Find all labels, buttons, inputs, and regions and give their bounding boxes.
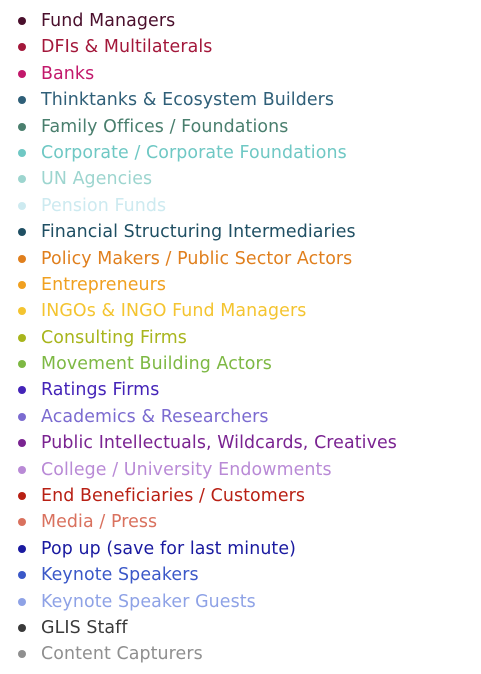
legend-item: UN Agencies: [0, 166, 481, 192]
legend-item-label: Movement Building Actors: [41, 354, 272, 375]
legend-item: Content Capturers: [0, 641, 481, 667]
legend-item-label: Policy Makers / Public Sector Actors: [41, 248, 353, 269]
legend-item: Thinktanks & Ecosystem Builders: [0, 87, 481, 113]
bullet-dot-icon: [18, 254, 26, 263]
legend-item: DFIs & Multilaterals: [0, 34, 481, 60]
legend-item-label: GLIS Staff: [41, 617, 128, 638]
bullet-dot-icon: [18, 492, 26, 501]
bullet-dot-icon: [18, 307, 26, 316]
legend-item-label: DFIs & Multilaterals: [41, 37, 213, 58]
legend-item-label: Fund Managers: [41, 11, 176, 31]
bullet-dot-icon: [18, 280, 26, 289]
legend-item-label: Thinktanks & Ecosystem Builders: [41, 90, 335, 111]
bullet-dot-icon: [18, 571, 26, 580]
bullet-dot-icon: [18, 439, 26, 448]
bullet-dot-icon: [18, 360, 26, 369]
legend-item-label: Academics & Researchers: [41, 406, 269, 427]
bullet-dot-icon: [18, 597, 26, 606]
legend-item: Entrepreneurs: [0, 272, 481, 298]
legend-item-label: Financial Structuring Intermediaries: [41, 222, 356, 243]
bullet-dot-icon: [18, 412, 26, 421]
legend-item-label: Content Capturers: [41, 644, 203, 665]
legend-item-label: Corporate / Corporate Foundations: [41, 142, 347, 163]
legend-item-label: Pension Funds: [41, 195, 167, 216]
bullet-dot-icon: [18, 122, 26, 131]
legend-item: Policy Makers / Public Sector Actors: [0, 246, 481, 272]
legend-item: End Beneficiaries / Customers: [0, 483, 481, 509]
legend-item-label: Public Intellectuals, Wildcards, Creativ…: [41, 433, 397, 454]
legend-item-label: Keynote Speakers: [41, 565, 199, 586]
bullet-dot-icon: [18, 17, 26, 25]
legend-item-label: Media / Press: [41, 512, 158, 533]
legend-item: Academics & Researchers: [0, 404, 481, 430]
legend-item: Pension Funds: [0, 193, 481, 219]
bullet-dot-icon: [18, 544, 26, 553]
legend-item-label: Pop up (save for last minute): [41, 538, 297, 559]
legend-item: Keynote Speakers: [0, 562, 481, 588]
legend-item: College / University Endowments: [0, 457, 481, 483]
legend-item: Pop up (save for last minute): [0, 536, 481, 562]
legend-item-label: Banks: [41, 63, 95, 84]
legend-item-label: Ratings Firms: [41, 380, 160, 401]
legend-item: Fund Managers: [0, 8, 481, 34]
legend-item: Movement Building Actors: [0, 351, 481, 377]
legend-item-label: Keynote Speaker Guests: [41, 591, 256, 612]
bullet-dot-icon: [18, 43, 26, 52]
color-legend: Fund Managers DFIs & Multilaterals Banks Th…: [0, 8, 481, 668]
legend-item-label: End Beneficiaries / Customers: [41, 486, 306, 507]
bullet-dot-icon: [18, 228, 26, 237]
legend-item-label: Consulting Firms: [41, 327, 187, 348]
bullet-dot-icon: [18, 69, 26, 78]
bullet-dot-icon: [18, 465, 26, 474]
legend-item-label: Family Offices / Foundations: [41, 116, 289, 137]
legend-item: GLIS Staff: [0, 615, 481, 641]
legend-item: Corporate / Corporate Foundations: [0, 140, 481, 166]
bullet-dot-icon: [18, 148, 26, 157]
legend-item-label: College / University Endowments: [41, 459, 332, 480]
bullet-dot-icon: [18, 518, 26, 527]
legend-item: Media / Press: [0, 509, 481, 535]
bullet-dot-icon: [18, 623, 26, 632]
legend-item: Banks: [0, 61, 481, 87]
legend-item: Ratings Firms: [0, 377, 481, 403]
bullet-dot-icon: [18, 650, 26, 659]
bullet-dot-icon: [18, 96, 26, 105]
legend-item: Public Intellectuals, Wildcards, Creativ…: [0, 430, 481, 456]
legend-item-label: Entrepreneurs: [41, 274, 167, 295]
legend-item: Keynote Speaker Guests: [0, 589, 481, 615]
bullet-dot-icon: [18, 201, 26, 210]
legend-item: Family Offices / Foundations: [0, 114, 481, 140]
legend-item: INGOs & INGO Fund Managers: [0, 298, 481, 324]
legend-item: Consulting Firms: [0, 325, 481, 351]
legend-item-label: INGOs & INGO Fund Managers: [41, 301, 307, 322]
bullet-dot-icon: [18, 175, 26, 184]
bullet-dot-icon: [18, 333, 26, 342]
bullet-dot-icon: [18, 386, 26, 395]
legend-item-label: UN Agencies: [41, 169, 153, 190]
legend-item: Financial Structuring Intermediaries: [0, 219, 481, 245]
